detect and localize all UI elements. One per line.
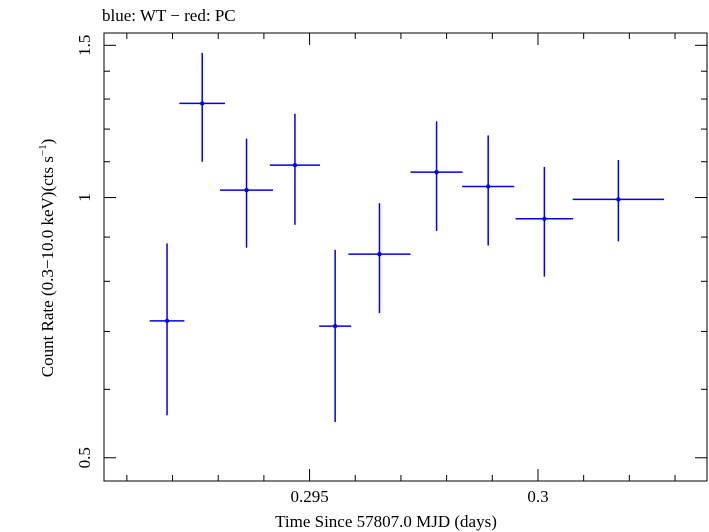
y-axis-label-main: Count Rate (0.3−10.0 keV)(cts s bbox=[38, 156, 57, 377]
chart-title: blue: WT − red: PC bbox=[102, 6, 236, 25]
data-point bbox=[220, 138, 274, 248]
point-marker bbox=[485, 184, 491, 189]
x-tick-label: 0.3 bbox=[527, 487, 548, 506]
data-point bbox=[269, 113, 321, 225]
data-point bbox=[572, 160, 665, 242]
y-axis-label: Count Rate (0.3−10.0 keV)(cts s−1) bbox=[37, 139, 57, 378]
point-marker bbox=[244, 187, 249, 193]
point-marker bbox=[164, 318, 170, 324]
plot-frame bbox=[103, 32, 708, 482]
point-marker bbox=[332, 323, 338, 329]
point-marker bbox=[377, 251, 382, 257]
y-tick-label: 0.5 bbox=[75, 447, 94, 468]
point-marker bbox=[292, 162, 298, 168]
data-point bbox=[149, 243, 185, 416]
x-axis-label: Time Since 57807.0 MJD (days) bbox=[275, 512, 497, 531]
y-axis-label-exponent: −1 bbox=[37, 144, 49, 156]
point-marker bbox=[434, 169, 439, 175]
data-point bbox=[462, 135, 515, 246]
data-point bbox=[319, 249, 352, 422]
data-point bbox=[410, 121, 463, 231]
data-point bbox=[348, 203, 411, 314]
y-axis-label-close: ) bbox=[38, 139, 57, 145]
data-point bbox=[515, 166, 574, 277]
point-marker bbox=[542, 216, 547, 221]
data-points bbox=[149, 52, 665, 422]
y-tick-label: 1.5 bbox=[75, 35, 94, 56]
axis-tick-labels: 0.295 0.3 0.5 1 1.5 bbox=[75, 35, 549, 506]
data-point bbox=[179, 52, 226, 162]
axis-ticks bbox=[104, 33, 707, 481]
point-marker bbox=[200, 101, 205, 106]
y-tick-label: 1 bbox=[75, 193, 94, 202]
point-marker bbox=[616, 197, 621, 202]
x-tick-label: 0.295 bbox=[290, 487, 328, 506]
